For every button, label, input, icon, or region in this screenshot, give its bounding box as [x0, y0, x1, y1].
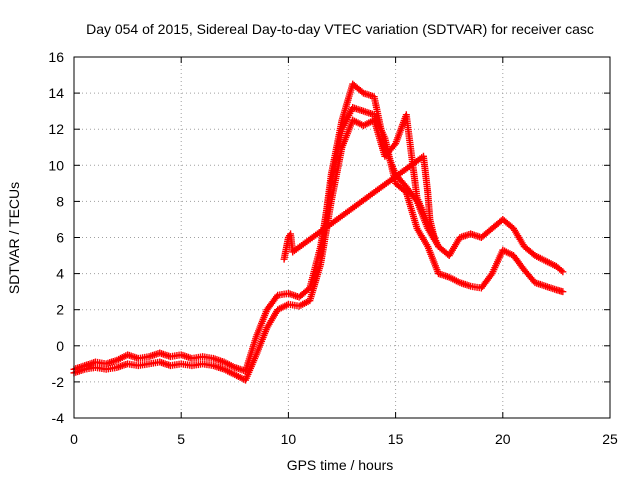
- series-track-segment: [404, 185, 420, 204]
- series-track-segment: [222, 366, 237, 378]
- series-track-segment: [393, 181, 409, 195]
- y-tick-label: 0: [56, 338, 64, 354]
- series-4: [280, 152, 438, 263]
- x-tick-label: 5: [177, 431, 185, 447]
- series-track-segment: [533, 252, 548, 264]
- series-track-segment: [554, 264, 565, 274]
- x-tick-label: 10: [281, 431, 297, 447]
- axis-ticks: 0 5 10 15 20 25 -4 -2 0 2 4 6 8 10 12 14 16: [48, 49, 618, 447]
- series-track-segment: [371, 118, 388, 158]
- x-tick-label: 15: [388, 431, 404, 447]
- series-track-segment: [350, 81, 366, 96]
- series-track-segment: [382, 145, 399, 176]
- y-tick-label: 14: [48, 85, 64, 101]
- series-track-segment: [511, 253, 527, 272]
- series-track-segment: [414, 226, 431, 249]
- series-track-segment: [371, 95, 388, 149]
- series-track-segment: [479, 271, 495, 290]
- series-track-segment: [328, 145, 346, 203]
- y-tick-label: 6: [56, 230, 64, 246]
- series-track-segment: [339, 118, 356, 149]
- series-track-segment: [306, 263, 324, 303]
- series-track-segment: [543, 258, 559, 269]
- y-tick-label: -2: [52, 374, 65, 390]
- series-track-segment: [275, 301, 291, 313]
- series-track-segment: [425, 244, 442, 276]
- data-point: [430, 234, 438, 241]
- series-track-segment: [339, 106, 356, 131]
- series-track-segment: [290, 154, 426, 255]
- series-track-segment: [281, 235, 292, 261]
- series-track-segment: [222, 359, 237, 371]
- data-series: [70, 80, 567, 384]
- series-track-segment: [328, 118, 346, 176]
- series-track-segment: [414, 199, 431, 231]
- y-tick-label: 4: [56, 266, 64, 282]
- series-track-segment: [424, 190, 434, 221]
- x-tick-label: 25: [602, 431, 618, 447]
- series-track-segment: [554, 286, 565, 295]
- series-track-segment: [500, 217, 516, 231]
- series-track-segment: [522, 268, 538, 285]
- series-track-segment: [501, 247, 516, 259]
- data-point: [559, 268, 567, 276]
- data-point: [559, 288, 567, 296]
- series-track-segment: [253, 326, 270, 357]
- series-track-segment: [233, 372, 248, 383]
- data-point: [434, 243, 442, 251]
- series-track-segment: [403, 190, 420, 230]
- series-track-segment: [522, 244, 537, 258]
- y-tick-label: 8: [56, 193, 64, 209]
- series-track-segment: [264, 308, 281, 330]
- series-track-segment: [511, 226, 527, 249]
- series-track-segment: [297, 298, 312, 309]
- series-track-segment: [242, 335, 260, 373]
- x-axis-label: GPS time / hours: [287, 457, 394, 473]
- series-track-segment: [264, 293, 280, 312]
- series-track-segment: [479, 226, 495, 240]
- series-3: [317, 80, 442, 260]
- series-track-segment: [361, 117, 376, 129]
- series-track-segment: [489, 248, 506, 276]
- y-tick-label: 2: [56, 302, 64, 318]
- series-track-segment: [446, 235, 463, 258]
- series-track-segment: [253, 308, 270, 339]
- y-tick-label: -4: [52, 410, 65, 426]
- y-tick-label: 10: [48, 157, 64, 173]
- series-track-segment: [115, 352, 130, 363]
- y-tick-label: 16: [48, 49, 64, 65]
- series-track-segment: [242, 353, 259, 382]
- y-tick-label: 12: [48, 121, 64, 137]
- x-tick-label: 20: [495, 431, 511, 447]
- chart-title: Day 054 of 2015, Sidereal Day-to-day VTE…: [86, 21, 594, 37]
- series-track-segment: [339, 82, 356, 122]
- y-axis-label: SDTVAR / TECUs: [6, 182, 22, 294]
- series-track-segment: [351, 117, 366, 129]
- series-track-segment: [297, 285, 312, 300]
- series-track-segment: [447, 274, 462, 286]
- x-tick-label: 0: [70, 431, 78, 447]
